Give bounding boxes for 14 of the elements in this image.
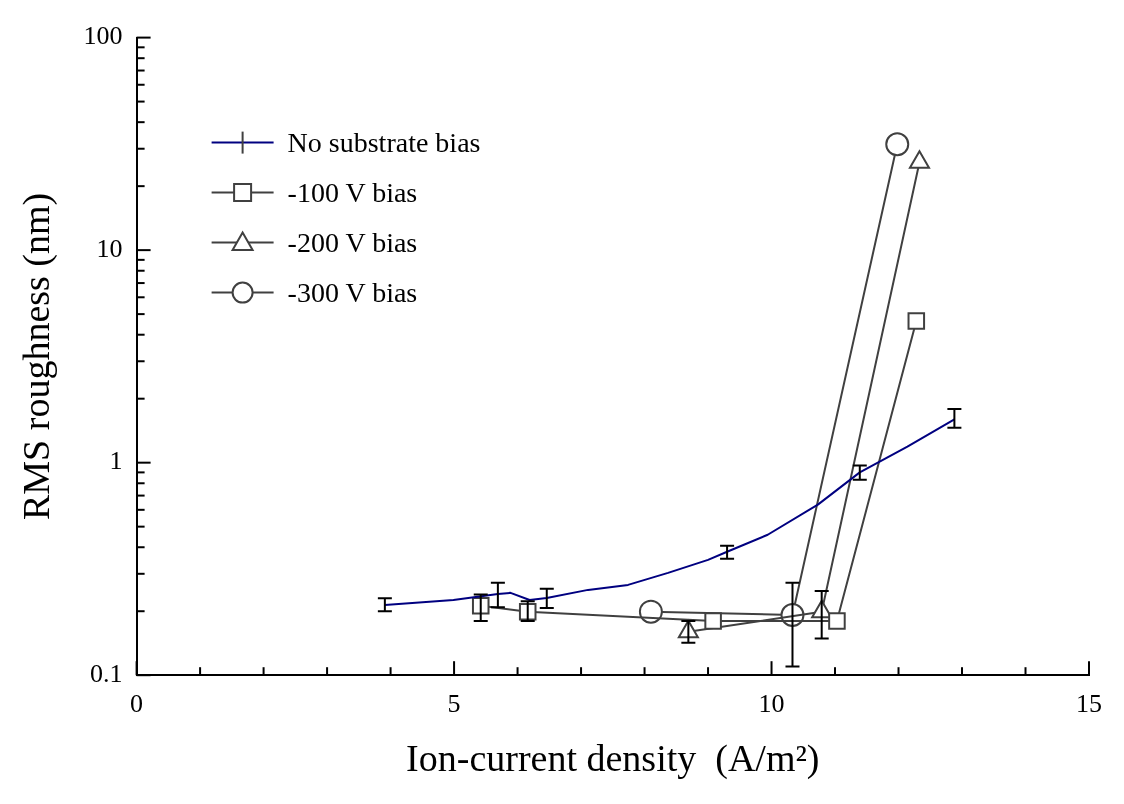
x-tick-label: 15 [1076, 688, 1102, 718]
y-tick-label: 10 [96, 233, 123, 263]
x-tick-label: 5 [447, 688, 461, 718]
y-tick-label: 0.1 [90, 659, 123, 689]
y-tick-label: 1 [109, 446, 123, 476]
legend-label: -200 V bias [287, 226, 418, 258]
y-axis-title: RMS roughness (nm) [14, 192, 58, 521]
x-tick-label: 10 [758, 688, 785, 718]
y-tick-label: 100 [83, 21, 123, 51]
x-tick-label: 0 [130, 688, 144, 718]
legend-label: -100 V bias [287, 176, 418, 208]
legend-label: -300 V bias [287, 276, 418, 308]
legend-label: No substrate bias [287, 126, 481, 158]
x-axis-title: Ion-current density (A/m²) [406, 737, 820, 781]
